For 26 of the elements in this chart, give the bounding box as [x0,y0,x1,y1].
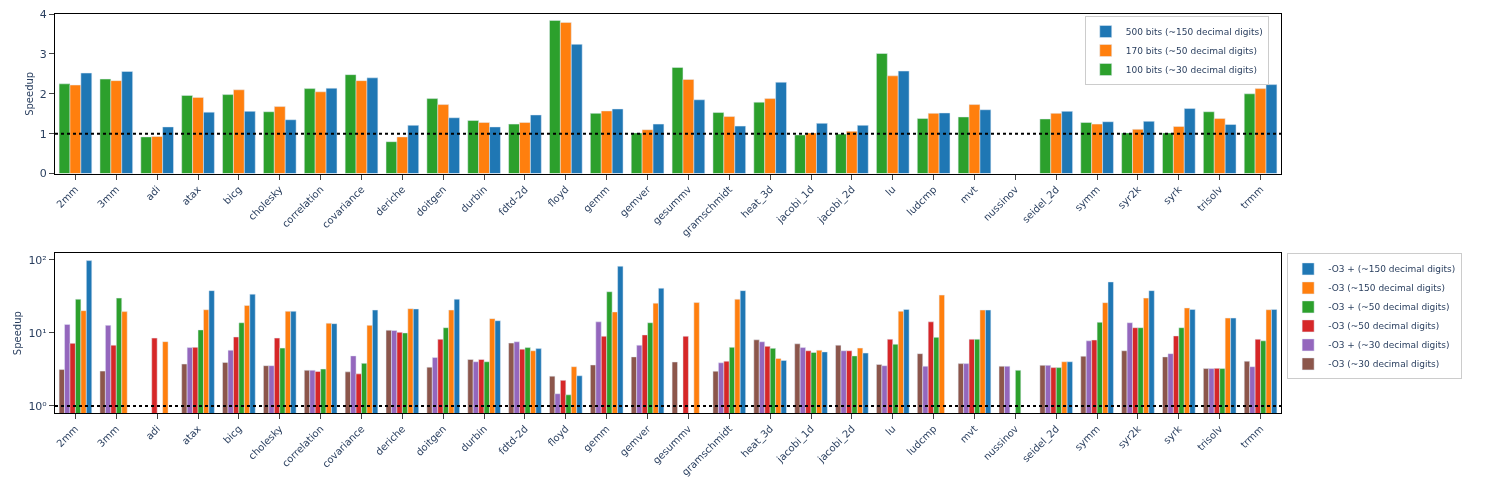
legend-label: -O3 (~30 decimal digits) [1328,359,1440,370]
y-tick-label: 4 [39,7,47,21]
x-tick-label: lu [883,183,898,198]
legend-label: -O3 + (~50 decimal digits) [1328,302,1450,313]
y-tick-label: 10⁰ [28,399,48,413]
legend-label: -O3 + (~150 decimal digits) [1328,264,1456,275]
y-axis-title: Speedup [23,71,35,116]
y-tick-label: 3 [39,47,47,61]
legend-label: 500 bits (~150 decimal digits) [1125,27,1263,38]
x-tick-label: mvt [957,423,980,445]
x-tick-label: adi [143,183,163,203]
legend-label: 170 bits (~50 decimal digits) [1125,46,1257,57]
y-tick-label: 10¹ [28,326,47,340]
y-tick-label: 10² [28,253,47,267]
legend-label: -O3 + (~30 decimal digits) [1328,340,1450,351]
x-tick-label: bicg [221,183,244,207]
y-tick-label: 2 [39,87,47,101]
y-tick-label: 0 [39,167,47,181]
y-tick-label: 1 [39,127,47,141]
legend-label: 100 bits (~30 decimal digits) [1125,65,1257,76]
legend-label: -O3 (~150 decimal digits) [1328,283,1445,294]
legend-label: -O3 (~50 decimal digits) [1328,321,1440,332]
x-tick-label: mvt [957,183,980,206]
x-tick-label: adi [143,423,163,442]
x-tick-label: lu [883,423,898,438]
y-axis-title: Speedup [12,311,24,356]
